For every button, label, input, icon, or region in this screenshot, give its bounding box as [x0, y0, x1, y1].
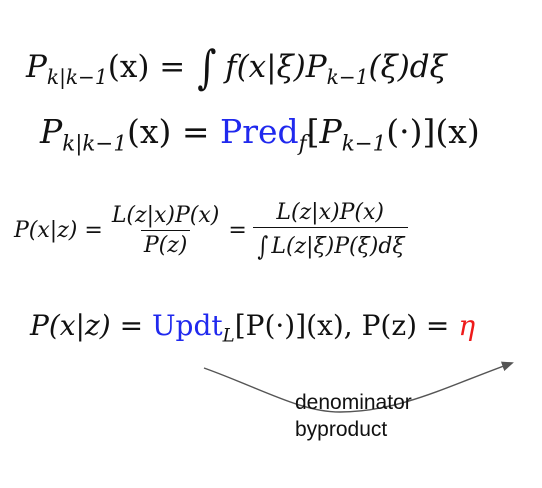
prediction-integral-equation: Pk|k−1(x) = ∫ f(x|ξ)Pk−1(ξ)dξ — [26, 34, 447, 94]
symbol-P: P — [40, 112, 63, 151]
posterior-lhs: P(x|z) = — [14, 217, 103, 243]
updt-operator: Updt — [151, 309, 223, 342]
subscript-k-given-k-minus-1: k|k−1 — [46, 65, 108, 90]
bayes-fraction-1: L(z|x)P(x) P(z) — [109, 203, 223, 258]
update-argument-rest: [P(·)](x), P(z) = — [234, 309, 450, 342]
symbol-f: f — [225, 49, 237, 85]
subscript-k-minus-1: k−1 — [326, 65, 369, 90]
operator-argument-rest: (·)](x) — [386, 112, 480, 151]
eta-symbol: η — [458, 309, 476, 342]
updt-operator-subscript: L — [222, 325, 235, 347]
subscript-k-minus-1: k−1 — [341, 131, 387, 157]
fraction-2-denominator: ∫ L(z|ξ)P(ξ)dξ — [252, 227, 408, 262]
bayes-equation: P(x|z) = L(z|x)P(x) P(z) = L(z|x)P(x) ∫ L… — [14, 200, 414, 262]
transition-args: (x|ξ) — [236, 49, 306, 85]
subscript-k-given-k-minus-1: k|k−1 — [62, 131, 128, 157]
fraction-1-denominator: P(z) — [140, 229, 191, 258]
prediction-operator-equation: Pk|k−1(x) = Predf[Pk−1(·)](x) — [40, 112, 480, 155]
symbol-P-prior: P — [305, 49, 327, 85]
pred-operator-subscript: f — [298, 131, 307, 157]
integral-sign-small: ∫ — [257, 232, 269, 262]
integral-sign: ∫ — [197, 40, 217, 94]
integrand-rest: (ξ)dξ — [368, 49, 447, 85]
symbol-P: P — [26, 49, 47, 85]
normalizer-integrand: L(z|ξ)P(ξ)dξ — [271, 234, 405, 259]
symbol-P-prior: P — [319, 112, 342, 151]
pred-operator: Pred — [220, 112, 299, 151]
annotation-line-1: denominator — [295, 391, 412, 414]
fraction-2-numerator: L(z|x)P(x) — [276, 200, 384, 225]
open-bracket: [ — [306, 112, 320, 151]
annotation-line-2: byproduct — [295, 418, 388, 441]
posterior-lhs: P(x|z) = — [30, 309, 144, 342]
equals-sign: = — [228, 217, 247, 243]
fraction-1-numerator: L(z|x)P(x) — [111, 202, 220, 228]
bayes-fraction-2: L(z|x)P(x) ∫ L(z|ξ)P(ξ)dξ — [252, 200, 408, 262]
lhs-argument: (x) = — [107, 49, 186, 85]
update-operator-equation: P(x|z) = UpdtL[P(·)](x), P(z) = η — [30, 309, 476, 345]
lhs-argument: (x) = — [127, 112, 210, 151]
